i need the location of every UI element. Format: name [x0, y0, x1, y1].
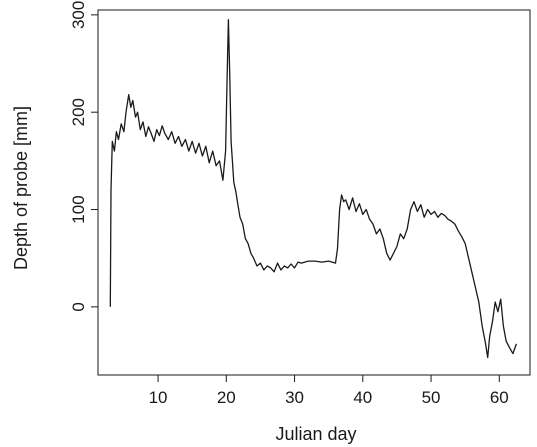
- x-tick-label-0: 10: [149, 388, 168, 407]
- y-axis: 0 100 200 300: [69, 1, 98, 312]
- series-layer: [109, 19, 518, 359]
- series-line-0: [109, 19, 518, 359]
- x-axis: 10 20 30 40 50 60: [149, 375, 509, 407]
- x-tick-label-4: 50: [422, 388, 441, 407]
- y-axis-title: Depth of probe [mm]: [11, 106, 31, 270]
- y-tick-label-2: 200: [69, 98, 88, 126]
- x-axis-title: Julian day: [275, 424, 356, 444]
- x-tick-label-2: 30: [285, 388, 304, 407]
- x-tick-label-3: 40: [353, 388, 372, 407]
- y-tick-label-0: 0: [69, 302, 88, 311]
- plot-frame: [97, 9, 531, 376]
- x-tick-label-5: 60: [490, 388, 509, 407]
- x-tick-label-1: 20: [217, 388, 236, 407]
- y-tick-label-3: 300: [69, 1, 88, 29]
- y-tick-label-1: 100: [69, 195, 88, 223]
